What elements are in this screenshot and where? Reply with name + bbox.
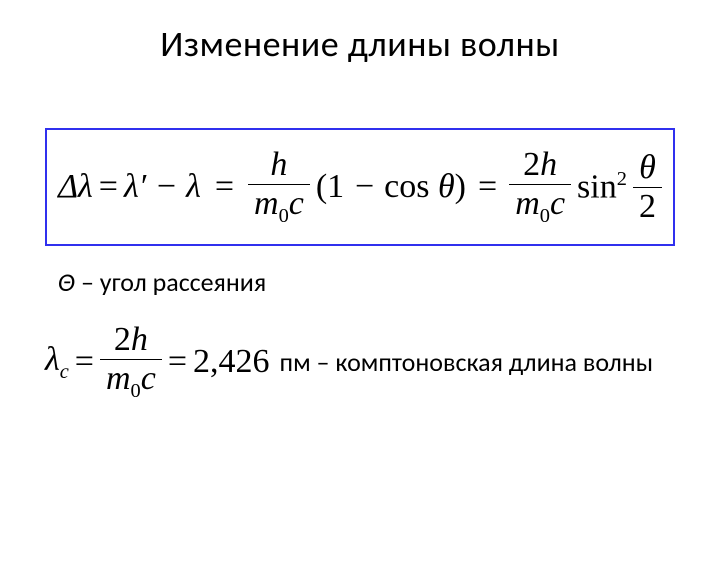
- eq-sign-5: =: [168, 343, 187, 381]
- denominator-m0c-2: m0c: [509, 184, 571, 226]
- numerator-2h-compton: 2h: [108, 323, 154, 359]
- compton-unit: пм: [280, 346, 311, 378]
- page-title: Изменение длины волны: [0, 22, 720, 66]
- theta-symbol: Θ: [58, 266, 75, 298]
- denominator-m0c-compton: m0c: [100, 359, 162, 401]
- numerator-2h: 2h: [517, 148, 563, 184]
- compton-formula: λc = 2h m0c = 2,426: [45, 323, 270, 401]
- fraction-h-over-m0c: h m0c: [248, 148, 310, 226]
- eq-sign-4: =: [75, 343, 94, 381]
- sin-squared: sin2: [577, 168, 627, 206]
- eq-sign-2: =: [215, 168, 234, 206]
- compton-description: пм – комптоновская длина волны: [280, 346, 654, 378]
- compton-value: 2,426: [193, 343, 270, 381]
- lambda-c: λc: [45, 341, 69, 384]
- compton-text-label: комптоновская длина волны: [335, 346, 653, 378]
- main-formula-box: Δλ = λ′ − λ = h m0c (1 − cos θ) = 2h m0c…: [45, 128, 675, 246]
- dash-2: –: [317, 346, 330, 378]
- dash-1: –: [81, 266, 94, 298]
- eq-sign-1: =: [99, 168, 118, 206]
- compton-wavelength-row: λc = 2h m0c = 2,426 пм – комптоновская д…: [45, 323, 720, 401]
- denominator-2: 2: [633, 187, 662, 224]
- fraction-theta-over-2: θ 2: [633, 151, 662, 224]
- angle-text-label: угол рассеяния: [100, 266, 266, 298]
- main-formula: Δλ = λ′ − λ = h m0c (1 − cos θ) = 2h m0c…: [58, 148, 662, 226]
- fraction-2h-over-m0c: 2h m0c: [509, 148, 571, 226]
- factor-1-minus-cos: (1 − cos θ): [316, 168, 466, 206]
- numerator-h: h: [264, 148, 293, 184]
- numerator-theta: θ: [633, 151, 662, 187]
- eq-sign-3: =: [478, 168, 497, 206]
- lambda-prime: λ′ − λ: [124, 168, 201, 206]
- denominator-m0c-1: m0c: [248, 184, 310, 226]
- delta-lambda: Δλ: [58, 168, 93, 206]
- angle-description: Θ – угол рассеяния: [58, 266, 720, 298]
- fraction-2h-over-m0c-compton: 2h m0c: [100, 323, 162, 401]
